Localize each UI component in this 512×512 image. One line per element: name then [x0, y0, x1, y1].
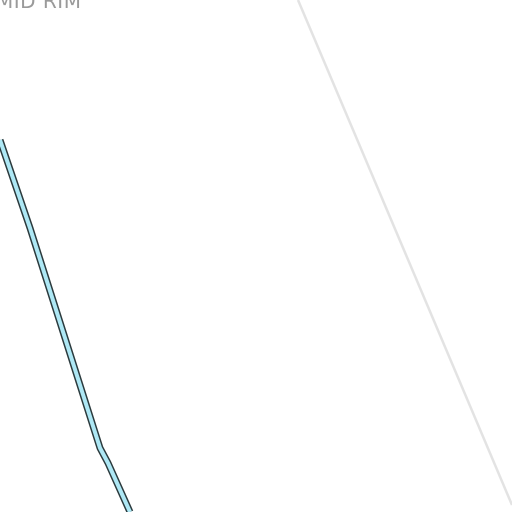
minor-street-line — [296, 0, 512, 506]
road-fill — [0, 139, 132, 512]
neighborhood-label: MID RIM — [0, 0, 82, 13]
